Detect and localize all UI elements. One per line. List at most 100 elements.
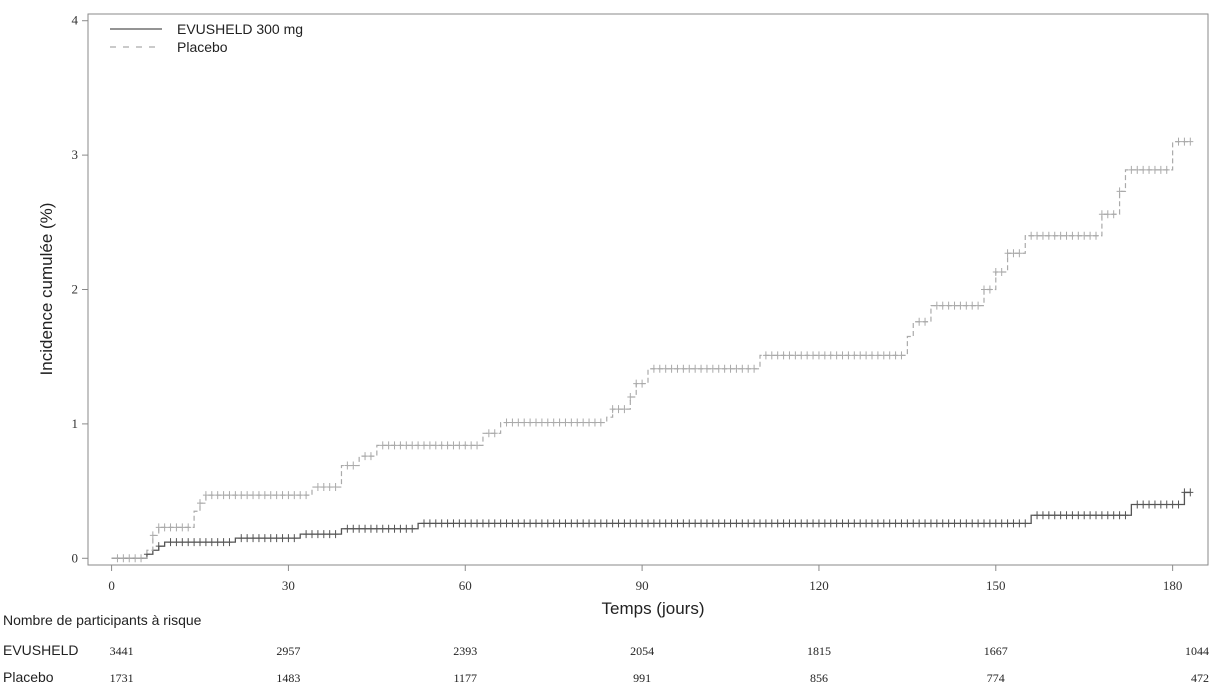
censor-mark-placebo [120, 554, 127, 563]
censor-mark-evusheld [491, 519, 498, 528]
censor-mark-evusheld [633, 519, 640, 528]
censor-mark-evusheld [656, 519, 663, 528]
censor-mark-evusheld [527, 519, 534, 528]
censor-mark-placebo [1104, 210, 1111, 219]
censor-mark-placebo [403, 441, 410, 450]
censor-mark-evusheld [238, 534, 245, 543]
censor-mark-evusheld [1187, 488, 1194, 497]
risk-value-evusheld: 3441 [110, 644, 134, 658]
censor-mark-evusheld [191, 538, 198, 547]
censor-mark-evusheld [1075, 511, 1082, 520]
censor-mark-placebo [208, 491, 215, 500]
censor-mark-placebo [715, 364, 722, 373]
censor-mark-placebo [922, 317, 929, 326]
censor-mark-evusheld [438, 519, 445, 528]
censor-mark-evusheld [367, 524, 374, 533]
risk-value-placebo: 856 [810, 671, 828, 685]
censor-mark-evusheld [497, 519, 504, 528]
risk-value-evusheld: 2054 [630, 644, 654, 658]
risk-value-evusheld: 2393 [453, 644, 477, 658]
censor-mark-evusheld [220, 538, 227, 547]
censor-mark-evusheld [409, 524, 416, 533]
censor-mark-evusheld [580, 519, 587, 528]
censor-mark-evusheld [986, 519, 993, 528]
censor-mark-placebo [721, 364, 728, 373]
censor-mark-evusheld [515, 519, 522, 528]
censor-mark-evusheld [1169, 500, 1176, 509]
censor-mark-placebo [792, 351, 799, 360]
censor-mark-placebo [591, 418, 598, 427]
censor-mark-placebo [503, 418, 510, 427]
censor-mark-evusheld [562, 519, 569, 528]
censor-mark-placebo [639, 379, 646, 388]
censor-mark-evusheld [680, 519, 687, 528]
censor-mark-placebo [1087, 231, 1094, 240]
censor-mark-placebo [951, 301, 958, 310]
risk-value-evusheld: 1815 [807, 644, 831, 658]
risk-value-placebo: 991 [633, 671, 651, 685]
censor-mark-evusheld [939, 519, 946, 528]
censor-mark-evusheld [874, 519, 881, 528]
censor-mark-evusheld [650, 519, 657, 528]
censor-mark-placebo [786, 351, 793, 360]
censor-mark-evusheld [1081, 511, 1088, 520]
censor-mark-placebo [214, 491, 221, 500]
censor-mark-placebo [609, 405, 616, 414]
censor-mark-placebo [149, 531, 156, 540]
censor-mark-evusheld [621, 519, 628, 528]
censor-mark-placebo [273, 491, 280, 500]
censor-mark-placebo [869, 351, 875, 360]
censor-mark-placebo [886, 351, 893, 360]
censor-mark-placebo [1134, 165, 1141, 174]
censor-mark-placebo [1140, 165, 1147, 174]
censor-mark-evusheld [780, 519, 787, 528]
censor-mark-placebo [674, 364, 681, 373]
censor-mark-placebo [432, 441, 439, 450]
censor-mark-placebo [627, 393, 634, 402]
censor-mark-evusheld [544, 519, 551, 528]
censor-mark-evusheld [421, 519, 427, 528]
censor-mark-placebo [1075, 231, 1082, 240]
censor-mark-evusheld [426, 519, 433, 528]
censor-mark-placebo [132, 554, 139, 563]
censor-mark-placebo [379, 441, 386, 450]
censor-mark-evusheld [208, 538, 215, 547]
x-tick-label: 0 [108, 578, 115, 593]
censor-mark-evusheld [1122, 511, 1129, 520]
censor-mark-placebo [680, 364, 687, 373]
censor-mark-placebo [1069, 231, 1076, 240]
censor-mark-placebo [892, 351, 899, 360]
censor-mark-placebo [733, 364, 740, 373]
censor-mark-placebo [597, 418, 604, 427]
censor-mark-placebo [810, 351, 817, 360]
censor-mark-evusheld [303, 530, 310, 539]
censor-mark-placebo [261, 491, 268, 500]
censor-mark-placebo [1175, 137, 1182, 146]
censor-mark-evusheld [202, 538, 209, 547]
censor-mark-placebo [1151, 165, 1158, 174]
censor-mark-placebo [297, 491, 304, 500]
censor-mark-placebo [450, 441, 457, 450]
censor-mark-evusheld [1104, 511, 1111, 520]
censor-mark-evusheld [892, 519, 899, 528]
censor-mark-placebo [126, 554, 133, 563]
censor-mark-placebo [562, 418, 569, 427]
x-tick-label: 120 [809, 578, 829, 593]
censor-mark-evusheld [981, 519, 987, 528]
risk-value-evusheld: 1044 [1185, 644, 1209, 658]
censor-mark-evusheld [933, 519, 940, 528]
censor-mark-placebo [945, 301, 952, 310]
censor-mark-placebo [285, 491, 292, 500]
censor-mark-evusheld [916, 519, 923, 528]
censor-mark-evusheld [474, 519, 481, 528]
censor-mark-placebo [491, 429, 498, 438]
censor-mark-evusheld [945, 519, 952, 528]
censor-mark-placebo [332, 483, 339, 492]
censor-mark-evusheld [1016, 519, 1023, 528]
censor-mark-evusheld [403, 524, 410, 533]
risk-value-placebo: 774 [987, 671, 1005, 685]
censor-mark-placebo [1051, 231, 1058, 240]
censor-mark-placebo [114, 554, 121, 563]
censor-mark-placebo [839, 351, 846, 360]
censor-mark-placebo [586, 418, 593, 427]
